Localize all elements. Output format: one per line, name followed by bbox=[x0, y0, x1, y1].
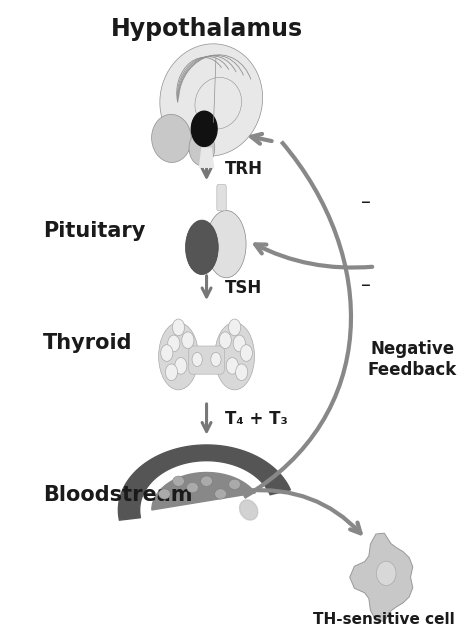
Circle shape bbox=[211, 352, 221, 367]
Ellipse shape bbox=[195, 78, 242, 129]
Polygon shape bbox=[200, 148, 214, 168]
Text: TRH: TRH bbox=[225, 159, 263, 178]
Ellipse shape bbox=[206, 211, 246, 278]
Circle shape bbox=[161, 345, 173, 361]
Ellipse shape bbox=[191, 111, 217, 146]
Polygon shape bbox=[118, 445, 291, 520]
Ellipse shape bbox=[239, 500, 258, 520]
Text: –: – bbox=[361, 193, 371, 212]
FancyBboxPatch shape bbox=[217, 184, 226, 211]
Ellipse shape bbox=[160, 44, 263, 156]
Circle shape bbox=[236, 364, 248, 381]
Circle shape bbox=[165, 364, 178, 381]
Polygon shape bbox=[350, 534, 413, 621]
Ellipse shape bbox=[185, 220, 218, 275]
Text: TH-sensitive cell: TH-sensitive cell bbox=[313, 612, 455, 627]
Ellipse shape bbox=[159, 489, 170, 499]
Polygon shape bbox=[152, 473, 255, 510]
Circle shape bbox=[226, 358, 238, 374]
Ellipse shape bbox=[215, 322, 255, 390]
Circle shape bbox=[219, 332, 231, 349]
Text: –: – bbox=[361, 276, 371, 295]
FancyBboxPatch shape bbox=[189, 346, 224, 374]
Text: Bloodstream: Bloodstream bbox=[43, 485, 192, 505]
Circle shape bbox=[233, 335, 246, 352]
Ellipse shape bbox=[152, 114, 191, 162]
Text: Thyroid: Thyroid bbox=[43, 333, 132, 354]
Circle shape bbox=[228, 319, 241, 336]
Ellipse shape bbox=[173, 476, 184, 486]
Ellipse shape bbox=[201, 476, 212, 486]
Ellipse shape bbox=[229, 479, 240, 489]
Text: Negative
Feedback: Negative Feedback bbox=[368, 340, 457, 379]
Text: Hypothalamus: Hypothalamus bbox=[110, 17, 302, 40]
Circle shape bbox=[168, 335, 180, 352]
Circle shape bbox=[173, 319, 184, 336]
Text: TSH: TSH bbox=[225, 279, 263, 297]
Ellipse shape bbox=[376, 561, 396, 586]
Circle shape bbox=[240, 345, 252, 361]
Ellipse shape bbox=[159, 322, 198, 390]
Ellipse shape bbox=[189, 130, 215, 166]
Circle shape bbox=[182, 332, 194, 349]
Circle shape bbox=[175, 358, 187, 374]
Text: Pituitary: Pituitary bbox=[43, 221, 145, 241]
Ellipse shape bbox=[187, 482, 198, 492]
Text: T₄ + T₃: T₄ + T₃ bbox=[225, 410, 288, 428]
Circle shape bbox=[192, 352, 202, 367]
Ellipse shape bbox=[215, 489, 227, 499]
